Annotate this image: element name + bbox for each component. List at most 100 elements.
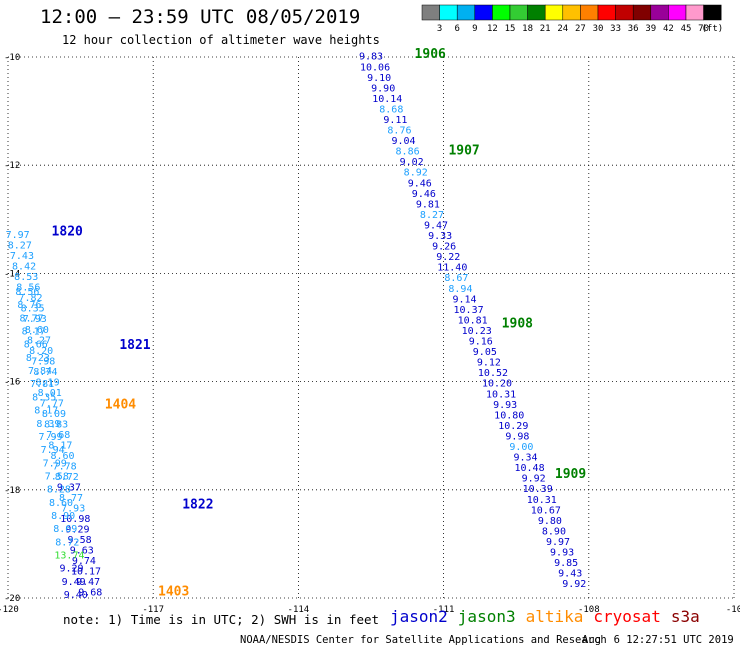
swh-value: 9.47 <box>424 220 448 231</box>
colorbar-swatch <box>580 4 599 21</box>
swh-value: 8.92 <box>404 168 428 179</box>
swh-value: 9.47 <box>76 577 100 588</box>
colorbar-swatch <box>562 4 581 21</box>
legend-mission-jason3: jason3 <box>457 607 516 626</box>
swh-value: 13.74 <box>54 550 84 561</box>
colorbar-label: 42 <box>663 24 674 34</box>
pass-time-labels: 1906 1907 1908 1909 1820 1821 1822 1404 1403 <box>52 47 587 599</box>
swh-value: 9.02 <box>400 157 424 168</box>
swh-value: 9.92 <box>562 579 586 590</box>
legend-mission-cryosat: cryosat <box>593 607 661 626</box>
figure-subtitle: 12 hour collection of altimeter wave hei… <box>62 33 380 47</box>
lon-tick-label: -111 <box>433 605 455 615</box>
swh-value: 11.40 <box>437 263 467 274</box>
swh-value: 9.05 <box>473 347 497 358</box>
figure-title: 12:00 — 23:59 UTC 08/05/2019 <box>40 6 361 28</box>
colorbar-label: 15 <box>505 24 516 34</box>
colorbar-label: 45 <box>681 24 692 34</box>
swh-value: 8.35 <box>32 392 56 403</box>
swh-value: 10.80 <box>494 410 524 421</box>
colorbar-label: 18 <box>522 24 533 34</box>
colorbar-swatch <box>456 4 476 21</box>
lon-tick-label: -114 <box>288 605 310 615</box>
swh-value: 9.00 <box>509 442 533 453</box>
swh-value: 8.66 <box>24 340 48 351</box>
swh-value: 9.12 <box>477 358 501 369</box>
swh-value: 9.81 <box>416 199 440 210</box>
swh-value: 8.42 <box>12 262 36 273</box>
swh-value: 10.81 <box>458 315 488 326</box>
pass-time-label: 1821 <box>119 338 150 353</box>
swh-value: 7.97 <box>6 230 30 241</box>
swh-value: 10.39 <box>523 484 553 495</box>
swh-value: 9.83 <box>359 52 383 63</box>
axis-ticks: -120 -117 -114 -111 -108 -10 -10 -12 -14 -16 -18 -2… <box>0 53 740 615</box>
swh-value: 8.76 <box>17 300 41 311</box>
swh-value: 10.37 <box>454 305 484 316</box>
swh-value: 7.99 <box>38 432 62 443</box>
colorbar-swatch <box>703 4 722 21</box>
lon-tick-label: -108 <box>578 605 600 615</box>
swh-value: 9.46 <box>408 178 432 189</box>
swh-value: 9.49 <box>62 577 86 588</box>
colorbar-label: 27 <box>575 24 586 34</box>
swh-value: 7.77 <box>40 398 64 409</box>
swh-value: 8.39 <box>36 419 60 430</box>
swh-value: 8.17 <box>22 327 46 338</box>
swh-value: 8.90 <box>51 511 75 522</box>
swh-value: 9.33 <box>428 231 452 242</box>
swh-value: 8.17 <box>48 440 72 451</box>
colorbar-label: 33 <box>610 24 621 34</box>
mission-legend: jason2 jason3 altika cryosat s3a <box>390 607 710 626</box>
swh-value: 9.46 <box>412 189 436 200</box>
swh-value: 10.06 <box>360 62 390 73</box>
swh-value: 7.93 <box>61 503 85 514</box>
footer-timestamp: Aug 6 12:27:51 UTC 2019 <box>582 634 734 646</box>
lat-tick-label: -18 <box>4 486 20 496</box>
colorbar-swatch <box>668 4 687 21</box>
swh-value: 8.74 <box>33 367 57 378</box>
swh-value: 10.20 <box>482 379 512 390</box>
swh-value: 10.31 <box>486 389 516 400</box>
swh-value: 9.80 <box>538 516 562 527</box>
swh-value: 9.74 <box>72 556 96 567</box>
swh-value: 8.19 <box>36 377 60 388</box>
colorbar-swatch <box>632 4 652 21</box>
swh-value: 9.92 <box>522 474 546 485</box>
colorbar-unit: (ft) <box>702 24 724 34</box>
colorbar-label: 6 <box>454 24 459 34</box>
swh-value: 10.48 <box>515 463 545 474</box>
swh-value: 10.17 <box>71 566 101 577</box>
swh-value: 8.56 <box>16 283 40 294</box>
swh-value: 7.43 <box>10 251 34 262</box>
swh-value: 9.11 <box>383 115 407 126</box>
swh-value: 8.68 <box>379 104 403 115</box>
swh-value: 10.98 <box>60 514 90 525</box>
swh-value: 8.09 <box>42 409 66 420</box>
swh-value: 8.01 <box>38 388 62 399</box>
lon-tick-label: -10 <box>726 605 740 615</box>
lat-tick-label: -14 <box>4 269 20 279</box>
swh-value: 9.63 <box>70 545 94 556</box>
legend-mission-jason2: jason2 <box>390 607 448 626</box>
swh-value: 8.27 <box>8 241 32 252</box>
lat-tick-label: -10 <box>4 53 20 63</box>
colorbar-swatch <box>509 4 528 21</box>
swh-value: 7.68 <box>46 430 70 441</box>
swh-value: 7.94 <box>41 445 65 456</box>
swh-value: 8.86 <box>396 147 420 158</box>
swh-value: 7.58 <box>45 471 69 482</box>
colorbar-swatch <box>650 4 669 21</box>
colorbar-label: 21 <box>540 24 551 34</box>
swh-value: 10.14 <box>372 94 402 105</box>
swh-value: 9.29 <box>65 524 89 535</box>
colorbar-label: 24 <box>557 24 568 34</box>
pass-time-label: 1909 <box>555 467 586 482</box>
swh-value: 10.23 <box>462 326 492 337</box>
lat-tick-label: -12 <box>4 161 20 171</box>
swh-value: 9.26 <box>432 242 456 253</box>
swh-value: 9.58 <box>68 535 92 546</box>
swh-value: 8.27 <box>420 210 444 221</box>
